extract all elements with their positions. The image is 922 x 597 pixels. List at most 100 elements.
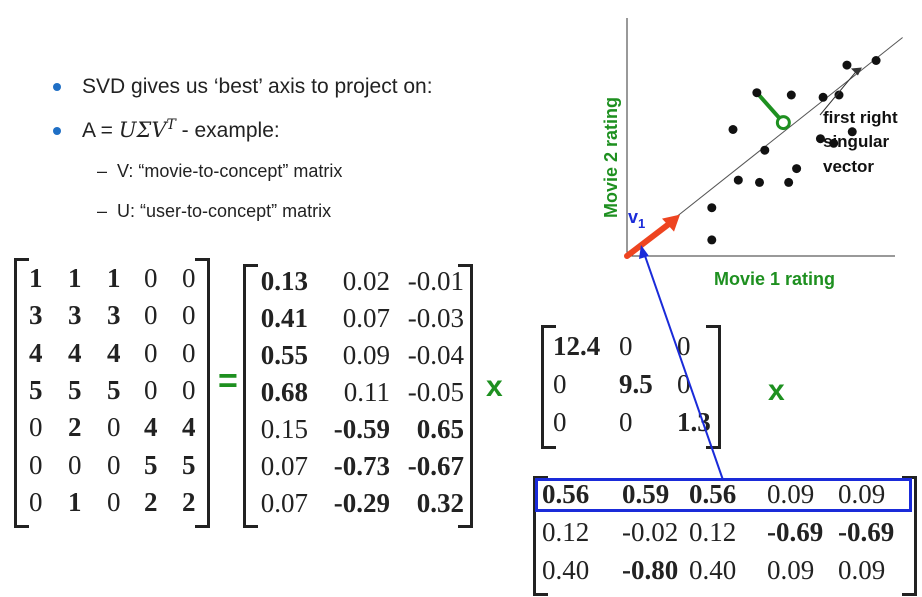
matrix-s-cell: 0 [677, 331, 691, 361]
matrix-a-cell: 0 [107, 449, 121, 480]
bullet-2-sup: T [166, 117, 176, 133]
matrix-s-cell: 12.4 [553, 331, 601, 361]
annotation-line-3: vector [823, 157, 874, 176]
bullet-dot-1 [53, 83, 61, 91]
matrix-a-left-bracket [14, 258, 29, 528]
sub-bullet-1-text: V: “movie-to-concept” matrix [117, 161, 343, 181]
matrix-s-cell: 0 [553, 369, 567, 399]
matrix-vt-cell: -0.80 [622, 555, 679, 585]
scatter-point [733, 175, 743, 185]
matrix-vt-left-bracket [533, 476, 548, 596]
matrix-u-cell: 0.07 [260, 488, 308, 518]
vector-label: v1 [628, 207, 645, 231]
scatter-point [792, 164, 802, 174]
bullet-2-suffix: - example: [175, 119, 280, 142]
scatter-point [728, 125, 738, 134]
matrix-u-left-bracket [243, 264, 258, 528]
matrix-s-cell: 9.5 [619, 369, 653, 399]
matrix-a-cell: 0 [182, 337, 196, 368]
matrix-vt-cell: 0.09 [767, 479, 815, 509]
matrix-vt-right-bracket [902, 476, 917, 596]
matrix-a-cell: 2 [144, 486, 158, 517]
scatter-point [815, 134, 825, 144]
matrix-u-cell: -0.67 [407, 451, 464, 481]
matrix-a-cell: 4 [182, 412, 196, 443]
scatter-point [842, 60, 852, 70]
matrix-vt-cell: -0.69 [767, 517, 824, 547]
matrix-a-cell: 0 [107, 412, 121, 443]
matrix-a-cell: 1 [68, 486, 82, 517]
matrix-u-cell: -0.73 [333, 451, 390, 481]
matrix-a-cell: 4 [29, 337, 43, 368]
annotation-arrowhead [850, 67, 862, 76]
bullet-1-text: SVD gives us ‘best’ axis to project on: [82, 75, 433, 98]
matrix-a-cell: 3 [68, 300, 82, 331]
matrix-vt-cell: 0.40 [689, 555, 737, 585]
scatter-point [707, 203, 717, 213]
matrix-s-cell: 0 [619, 331, 633, 361]
matrix-u-cell: 0.13 [260, 266, 308, 296]
sub-bullet-1: – V: “movie-to-concept” matrix [97, 161, 342, 182]
matrix-u-cell: 0.41 [260, 303, 308, 333]
matrix-u-cell: 0.11 [343, 377, 390, 407]
matrix-a-cell: 0 [29, 486, 43, 517]
matrix-sigma: 12.4 0 0 0 9.5 0 0 0 1.3 [541, 325, 721, 449]
matrix-u-right-bracket [458, 264, 473, 528]
matrix-s-cell: 0 [619, 407, 633, 437]
matrix-u-cell: -0.05 [407, 377, 464, 407]
sub-bullet-2-dash: – [97, 201, 108, 221]
equals-sign: = [218, 362, 238, 400]
vector-v1-head [662, 214, 680, 232]
scatter-point [871, 56, 881, 65]
matrix-u-cell: -0.03 [407, 303, 464, 333]
scatter-point [784, 177, 794, 187]
connector-arrowhead [639, 245, 649, 259]
matrix-a-cell: 0 [144, 374, 158, 405]
matrix-u-cell: -0.04 [407, 340, 464, 370]
matrix-a-cell: 4 [144, 412, 158, 443]
times-sign-1: x [486, 370, 503, 403]
matrix-vt-cell: 0.12 [542, 517, 590, 547]
matrix-u-cell: 0.15 [260, 414, 308, 444]
matrix-a-cell: 5 [68, 374, 82, 405]
matrix-u-cell: 0.65 [416, 414, 464, 444]
matrix-u-cell: 0.02 [342, 266, 390, 296]
matrix-a-cell: 0 [29, 449, 43, 480]
y-axis-label: Movie 2 rating [601, 97, 621, 218]
matrix-a-cell: 4 [107, 337, 121, 368]
x-axis-label: Movie 1 rating [714, 269, 835, 289]
matrix-sigma-left-bracket [541, 325, 556, 449]
scatter-point [707, 235, 717, 245]
matrix-vt-cell: -0.69 [838, 517, 895, 547]
scatter-point [834, 90, 844, 100]
scatter-point [760, 145, 770, 155]
matrix-s-cell: 0 [553, 407, 567, 437]
matrix-u-cell: 0.32 [416, 488, 464, 518]
matrix-vt-cell: 0.09 [767, 555, 815, 585]
vector-v1-shaft [624, 218, 675, 259]
matrix-a-cell: 0 [107, 486, 121, 517]
scatter-point [786, 90, 796, 100]
matrix-a-cell: 1 [68, 263, 82, 293]
annotation-line-2: singular [823, 132, 890, 151]
matrix-u-cell: 0.68 [260, 377, 308, 407]
matrix-vt-cell: 0.12 [689, 517, 737, 547]
matrix-a-cell: 2 [182, 486, 196, 517]
matrix-a-cell: 0 [144, 263, 158, 293]
bullet-2: A = UΣVT - example: [82, 117, 280, 143]
matrix-u-cell: -0.29 [333, 488, 390, 518]
matrix-a-cell: 4 [68, 337, 82, 368]
matrix-a-cell: 5 [182, 449, 196, 480]
matrix-vt-cell: -0.02 [622, 517, 679, 547]
matrix-a-cell: 3 [29, 300, 43, 331]
matrix-s-cell: 0 [677, 369, 691, 399]
sub-bullet-2-text: U: “user-to-concept” matrix [117, 201, 332, 221]
matrix-a-cell: 0 [29, 412, 43, 443]
bullet-2-prefix: A = [82, 119, 119, 142]
vector-label-v: v [628, 207, 638, 227]
scatter-point [829, 138, 839, 148]
matrix-a-cell: 5 [144, 449, 158, 480]
projection-segment [755, 91, 785, 124]
sub-bullet-2: – U: “user-to-concept” matrix [97, 201, 331, 222]
